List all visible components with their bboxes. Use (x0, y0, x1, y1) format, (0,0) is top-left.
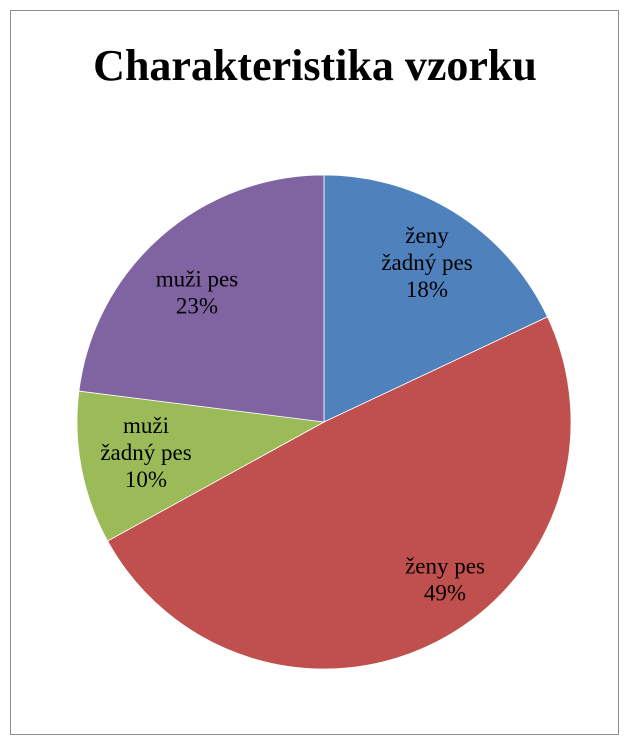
slice-name-label: žadný pes (100, 440, 191, 465)
slice-label-1: ženy pes 49% (405, 554, 485, 606)
slice-name-label: žadný pes (381, 250, 472, 275)
pie-slice-3 (78, 174, 325, 423)
slice-percent-label: 10% (125, 467, 167, 492)
slice-percent-label: 18% (406, 277, 448, 302)
slice-name-label: muži pes (156, 267, 238, 292)
slice-label-2: muži žadný pes 10% (100, 413, 191, 492)
slice-name-label: ženy pes (405, 554, 485, 579)
slice-label-3: muži pes 23% (156, 267, 238, 319)
chart-title: Charakteristika vzorku (93, 41, 537, 90)
slice-name-label: muži (123, 413, 169, 438)
pie-slice-2 (76, 390, 326, 542)
slice-name-label: ženy (405, 223, 449, 248)
pie-slice-1 (107, 316, 572, 670)
slice-label-0: ženy žadný pes 18% (381, 223, 472, 302)
slice-percent-label: 23% (176, 294, 218, 319)
slice-percent-label: 49% (424, 581, 466, 606)
pie-slice-0 (323, 174, 549, 423)
